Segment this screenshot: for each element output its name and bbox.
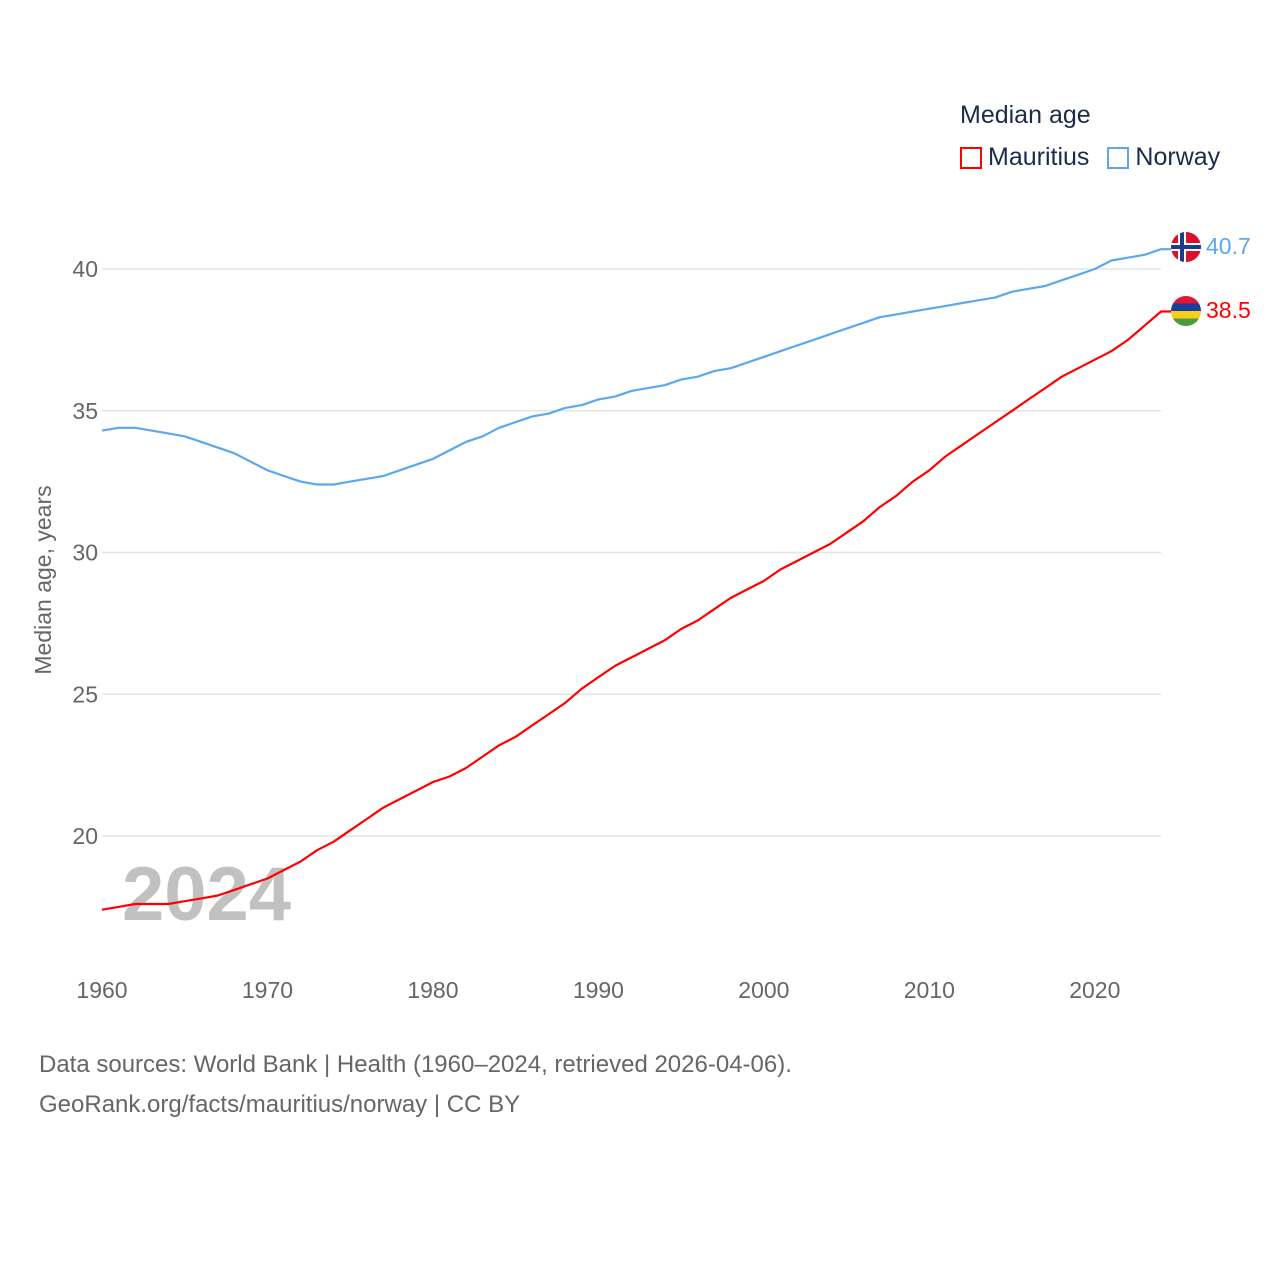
x-tick-label: 1990	[573, 977, 624, 1003]
series-lines	[101, 248, 1171, 911]
legend-label-norway: Norway	[1135, 143, 1221, 171]
x-tick-label: 1980	[407, 977, 458, 1003]
y-tick-label: 35	[72, 398, 98, 424]
footer: Data sources: World Bank | Health (1960–…	[39, 1045, 792, 1125]
legend-title: Median age	[960, 101, 1091, 129]
legend-label-mauritius: Mauritius	[988, 143, 1090, 171]
data-sources: Data sources: World Bank | Health (1960–…	[39, 1051, 792, 1078]
source-link[interactable]: GeoRank.org/facts/mauritius/norway | CC …	[39, 1091, 521, 1118]
legend-item-norway[interactable]: Norway	[1107, 143, 1220, 172]
y-axis-ticks: 20 25 30 35 40	[72, 256, 98, 849]
legend-item-mauritius[interactable]: Mauritius	[960, 143, 1089, 172]
x-tick-label: 1970	[242, 977, 293, 1003]
series-line-mauritius[interactable]	[101, 310, 1171, 911]
y-tick-label: 40	[72, 256, 98, 282]
x-tick-label: 1960	[76, 977, 127, 1003]
gridlines	[102, 268, 1161, 837]
x-tick-label: 2020	[1069, 977, 1120, 1003]
series-line-norway[interactable]	[101, 248, 1171, 486]
y-tick-label: 25	[72, 681, 98, 707]
y-tick-label: 20	[72, 823, 98, 849]
mauritius-end-label: 38.5	[1206, 297, 1251, 323]
norway-end-label: 40.7	[1206, 233, 1251, 259]
y-axis-label: Median age, years	[30, 485, 56, 674]
year-watermark: 2024	[122, 852, 291, 937]
legend-swatch-mauritius	[960, 146, 982, 169]
x-tick-label: 2010	[904, 977, 955, 1003]
mauritius-flag-icon	[1171, 296, 1201, 326]
legend: Mauritius Norway	[960, 143, 1220, 172]
x-axis-ticks: 1960 1970 1980 1990 2000 2010 2020	[76, 977, 1120, 1003]
x-tick-label: 2000	[738, 977, 789, 1003]
legend-swatch-norway	[1107, 146, 1130, 169]
norway-flag-icon	[1171, 232, 1201, 262]
y-tick-label: 30	[72, 540, 98, 566]
